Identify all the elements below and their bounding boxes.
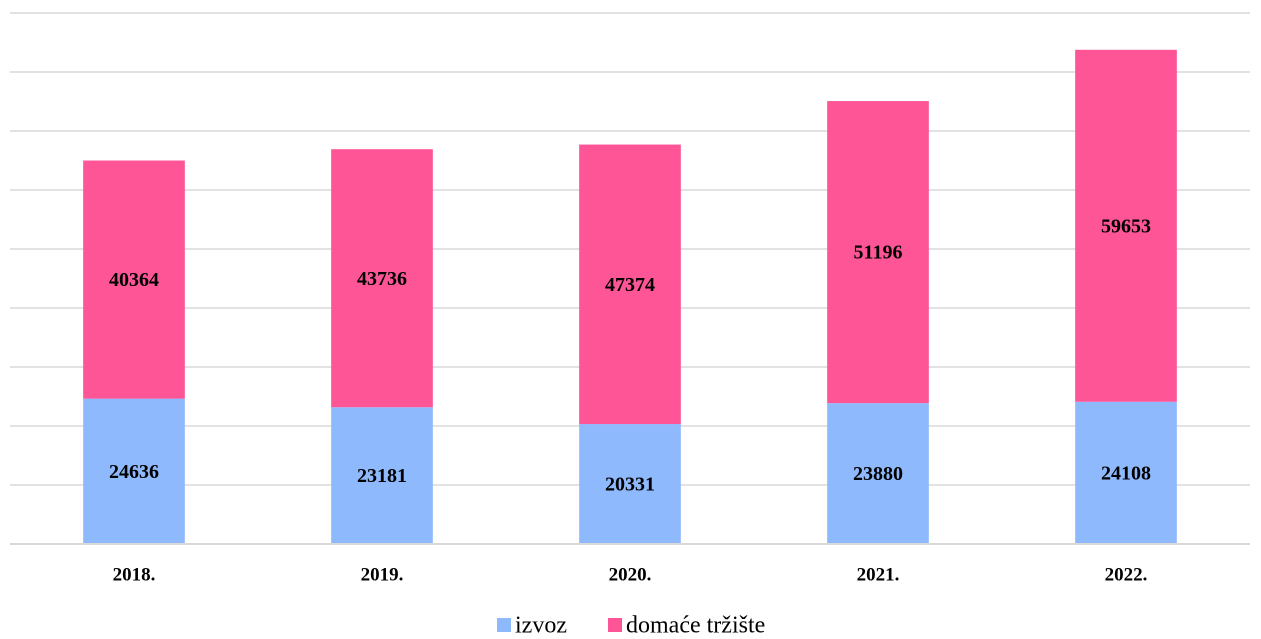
bar-segment	[1075, 401, 1177, 544]
legend-swatch	[608, 618, 622, 632]
data-label: 43736	[357, 268, 407, 290]
data-label: 23181	[357, 465, 407, 487]
legend-label: izvoz	[515, 613, 567, 639]
data-label: 47374	[605, 274, 655, 296]
bar-segment	[827, 101, 929, 404]
bar-segment	[83, 160, 185, 399]
x-tick-label: 2018.	[113, 564, 156, 585]
bar-segment	[1075, 49, 1177, 402]
data-label: 24108	[1101, 462, 1151, 484]
bar-segment	[331, 149, 433, 408]
data-label: 59653	[1101, 215, 1151, 237]
x-tick-label: 2022.	[1105, 564, 1148, 585]
x-tick-label: 2021.	[857, 564, 900, 585]
bar-segment	[827, 403, 929, 544]
data-label: 23880	[853, 463, 903, 485]
data-label: 51196	[854, 242, 903, 264]
data-label: 40364	[109, 269, 159, 291]
legend-label: domaće tržište	[626, 613, 765, 639]
bar-segment	[83, 398, 185, 544]
bar-segment	[579, 144, 681, 425]
data-label: 24636	[109, 461, 159, 483]
bar-segment	[579, 424, 681, 544]
bar-segment	[331, 407, 433, 544]
x-tick-label: 2020.	[609, 564, 652, 585]
data-label: 20331	[605, 474, 655, 496]
x-tick-label: 2019.	[361, 564, 404, 585]
legend-swatch	[497, 618, 511, 632]
